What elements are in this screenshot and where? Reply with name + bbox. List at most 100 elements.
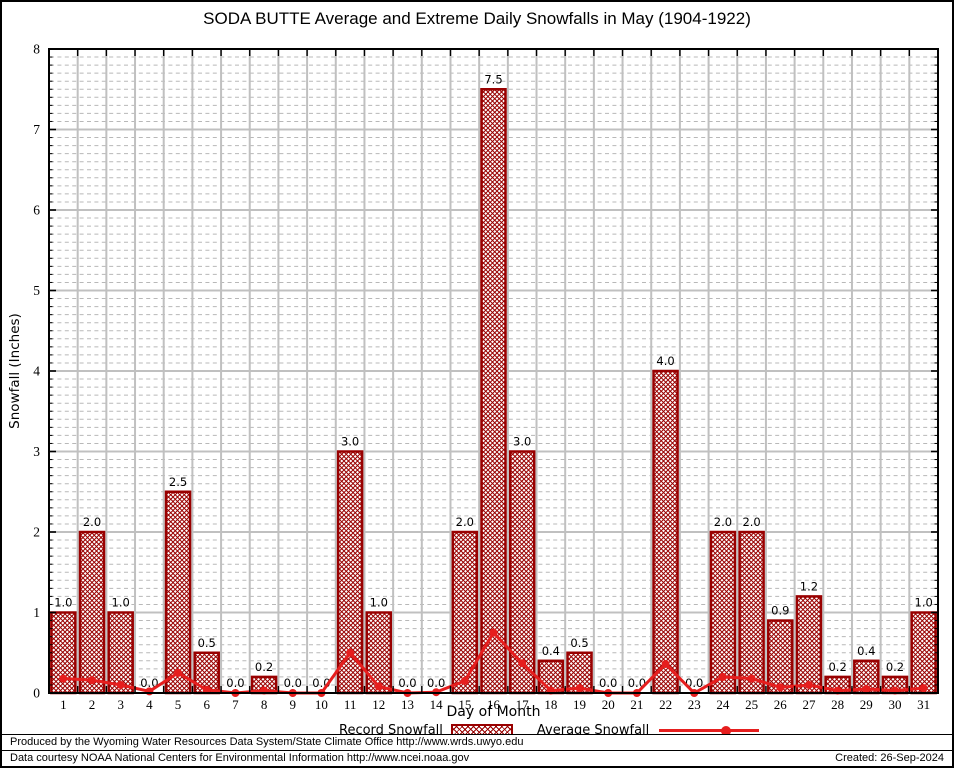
footer-produced-text: Produced by the Wyoming Water Resources … <box>10 736 524 748</box>
x-tick-label: 1 <box>60 697 67 712</box>
record-bar <box>767 619 794 695</box>
x-tick-label: 19 <box>573 697 586 712</box>
y-tick-label: 0 <box>33 686 40 701</box>
average-point <box>202 685 211 694</box>
y-tick-label: 7 <box>33 122 40 137</box>
average-point <box>518 659 527 668</box>
average-point <box>776 683 785 692</box>
record-bar <box>336 450 364 695</box>
y-axis-label: Snowfall (Inches) <box>7 313 23 429</box>
average-point <box>460 676 469 685</box>
bar-value-label: 0.4 <box>542 644 560 658</box>
average-point <box>145 687 154 696</box>
bar-value-label: 2.0 <box>714 515 732 529</box>
x-tick-label: 26 <box>774 697 788 712</box>
bar-value-label: 0.2 <box>886 660 904 674</box>
x-tick-label: 14 <box>430 697 444 712</box>
record-bar <box>78 530 106 695</box>
average-marker-icon <box>721 725 732 736</box>
x-tick-label: 8 <box>261 697 268 712</box>
average-point <box>174 668 183 677</box>
bar-value-label: 2.5 <box>169 475 187 489</box>
x-tick-label: 5 <box>175 697 182 712</box>
bar-value-label: 3.0 <box>341 435 359 449</box>
bar-value-label: 0.0 <box>226 676 244 690</box>
average-point <box>59 674 68 683</box>
x-tick-label: 25 <box>745 697 758 712</box>
x-tick-label: 27 <box>802 697 816 712</box>
y-tick-label: 6 <box>33 203 40 218</box>
x-axis-label: Day of Month <box>446 704 541 720</box>
bar-value-label: 4.0 <box>656 354 674 368</box>
bar-value-label: 0.4 <box>857 644 875 658</box>
footer-row-produced: Produced by the Wyoming Water Resources … <box>2 734 952 750</box>
average-point <box>489 628 498 637</box>
bar-value-label: 0.0 <box>284 676 302 690</box>
bar-value-label: 0.0 <box>398 676 416 690</box>
y-tick-label: 3 <box>33 444 40 459</box>
bar-value-label: 0.9 <box>771 604 789 618</box>
record-bar <box>107 611 134 695</box>
average-point <box>346 648 355 657</box>
bar-value-label: 0.0 <box>427 676 445 690</box>
bar-value-label: 0.0 <box>599 676 617 690</box>
footer-row-courtesy: Data courtesy NOAA National Centers for … <box>2 750 952 766</box>
bar-value-label: 0.2 <box>255 660 273 674</box>
bar-value-label: 1.0 <box>112 596 130 610</box>
bar-value-label: 1.0 <box>370 596 388 610</box>
footer-courtesy-text: Data courtesy NOAA National Centers for … <box>10 752 470 764</box>
bar-value-label: 0.0 <box>140 676 158 690</box>
bar-value-label: 1.0 <box>54 596 72 610</box>
x-tick-label: 22 <box>659 697 672 712</box>
x-tick-label: 23 <box>688 697 701 712</box>
x-tick-label: 7 <box>232 697 239 712</box>
x-tick-label: 15 <box>458 697 471 712</box>
average-point <box>88 676 97 685</box>
bar-value-label: 3.0 <box>513 435 531 449</box>
y-tick-label: 8 <box>33 42 40 57</box>
average-point <box>862 684 871 693</box>
x-tick-label: 31 <box>917 697 930 712</box>
x-tick-label: 29 <box>860 697 873 712</box>
bar-value-label: 1.0 <box>915 596 933 610</box>
x-tick-label: 21 <box>630 697 643 712</box>
x-tick-label: 28 <box>831 697 844 712</box>
bar-value-label: 0.5 <box>570 636 588 650</box>
chart-canvas: 1.0 2.0 1.0 0.0 2.5 0.5 0.0 0.2 0.0 0.0 3.0 1.0 0.0 0… <box>2 2 952 724</box>
x-tick-label: 18 <box>544 697 557 712</box>
x-tick-label: 13 <box>401 697 414 712</box>
x-tick-label: 11 <box>344 697 357 712</box>
x-tick-label: 3 <box>117 697 124 712</box>
bar-value-label: 1.2 <box>800 579 818 593</box>
chart-title: SODA BUTTE Average and Extreme Daily Sno… <box>203 9 751 28</box>
average-point <box>575 684 584 693</box>
bar-value-label: 0.5 <box>198 636 216 650</box>
y-tick-label: 4 <box>33 364 40 379</box>
record-bar <box>480 88 507 695</box>
x-tick-label: 6 <box>203 697 210 712</box>
x-tick-label: 2 <box>89 697 96 712</box>
x-tick-label: 24 <box>716 697 730 712</box>
average-line-icon <box>659 725 760 736</box>
average-point <box>747 674 756 683</box>
record-bar <box>738 530 765 695</box>
bar-value-label: 2.0 <box>456 515 474 529</box>
x-tick-label: 4 <box>146 697 153 712</box>
y-tick-label: 2 <box>33 525 40 540</box>
record-bar <box>795 595 823 695</box>
y-tick-label: 5 <box>33 283 40 298</box>
x-tick-label: 20 <box>602 697 615 712</box>
record-bar <box>910 611 937 695</box>
x-tick-label: 16 <box>487 697 501 712</box>
x-tick-label: 17 <box>516 697 530 712</box>
x-tick-label: 10 <box>315 697 328 712</box>
record-bar <box>652 369 679 695</box>
footer: Produced by the Wyoming Water Resources … <box>2 734 952 766</box>
bar-value-label: 0.2 <box>828 660 846 674</box>
footer-created-text: Created: 26-Sep-2024 <box>835 752 944 764</box>
x-tick-label: 30 <box>888 697 901 712</box>
y-tick-label: 1 <box>33 605 40 620</box>
record-bar <box>365 611 393 695</box>
bar-value-label: 2.0 <box>742 515 760 529</box>
